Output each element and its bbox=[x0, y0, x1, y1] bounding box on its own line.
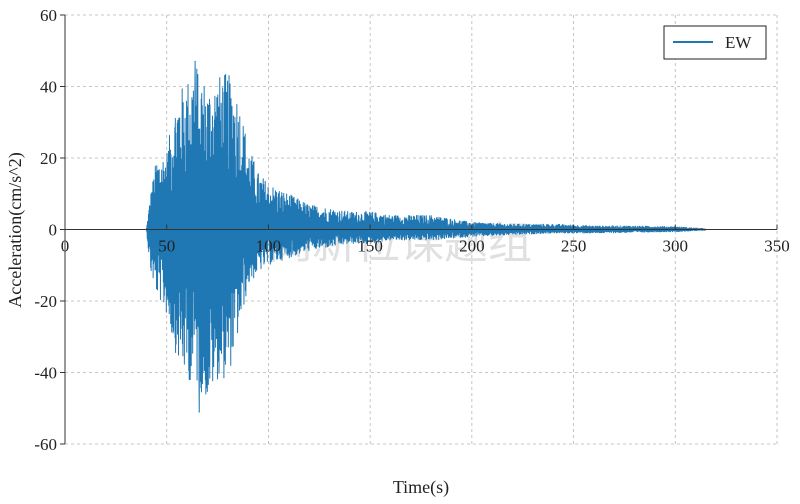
y-tick-label: 40 bbox=[40, 78, 57, 97]
x-tick-label: 150 bbox=[357, 237, 383, 256]
y-tick-label: -20 bbox=[34, 292, 57, 311]
y-tick-label: 60 bbox=[40, 6, 57, 25]
peak-max-point bbox=[194, 60, 196, 63]
x-tick-label: 50 bbox=[158, 237, 175, 256]
y-tick-label: -60 bbox=[34, 435, 57, 454]
peak-min-point bbox=[198, 411, 200, 413]
x-axis-title: Time(s) bbox=[393, 477, 449, 498]
grid bbox=[65, 14, 778, 445]
x-tick-label: 350 bbox=[764, 237, 790, 256]
y-tick-label: -40 bbox=[34, 364, 57, 383]
legend: EW bbox=[663, 25, 767, 60]
x-tick-label: 250 bbox=[561, 237, 587, 256]
x-tick-label: 300 bbox=[663, 237, 689, 256]
axes bbox=[60, 14, 778, 445]
y-axis-title: Acceleration(cm/s^2) bbox=[5, 152, 26, 307]
x-tick-label: 100 bbox=[256, 237, 282, 256]
y-tick-label: 0 bbox=[49, 221, 58, 240]
legend-label: EW bbox=[725, 33, 752, 52]
series-layer bbox=[64, 60, 707, 413]
x-tick-label: 0 bbox=[61, 237, 70, 256]
y-tick-label: 20 bbox=[40, 149, 57, 168]
series-line-ew bbox=[64, 60, 707, 413]
x-tick-label: 200 bbox=[459, 237, 485, 256]
